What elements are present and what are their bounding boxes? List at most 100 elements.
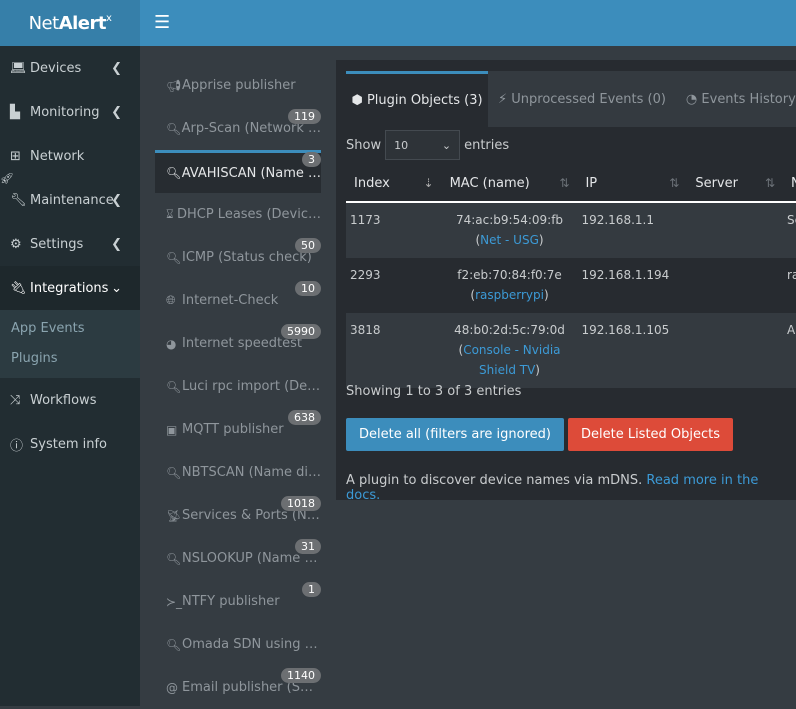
- chart-icon: ▙: [10, 104, 20, 120]
- plugin-item[interactable]: ▣ MQTT publisher: [155, 408, 321, 451]
- sort-icon: ⇅: [764, 176, 775, 190]
- plugin-item[interactable]: 🔍︎ Luci rpc import (De…: [155, 365, 321, 408]
- plugin-list: 📢︎ Apprise publisher 119 🔍︎ Arp-Scan (Networ…: [155, 64, 321, 709]
- sidebar-item-devices[interactable]: 💻︎ Devices ❮: [0, 46, 140, 90]
- plugin-label: Internet speedtest: [182, 336, 302, 351]
- search-icon: 🔍︎: [166, 637, 182, 652]
- sidebar-item-label: Network: [30, 148, 85, 164]
- mac-address: 74:ac:b9:54:09:fb: [455, 213, 564, 227]
- col-label: N: [791, 176, 796, 191]
- plugin-label: AVAHISCAN (Name …: [181, 165, 321, 181]
- sidebar-item-label: System info: [30, 436, 107, 452]
- search-icon: 🔍︎: [166, 379, 182, 394]
- plugin-item[interactable]: 🔍︎ Omada SDN using …: [155, 623, 321, 666]
- sidebar-item-integrations[interactable]: 🔌︎ Integrations ⌄: [0, 266, 140, 310]
- col-ip[interactable]: IP ⇅: [577, 166, 688, 203]
- chevron-left-icon: ❮: [111, 192, 122, 208]
- col-label: MAC (name): [449, 176, 530, 191]
- gear-icon: ⚙: [10, 236, 22, 252]
- clock-icon: ◔: [685, 91, 702, 107]
- cell-mac: 48:b0:2d:5c:79:0d (Console - Nvidia Shiel…: [441, 313, 578, 388]
- plugin-item[interactable]: 🔍︎ ICMP (Status check): [155, 236, 321, 279]
- rocket-icon[interactable]: 🚀︎: [0, 172, 14, 185]
- device-link[interactable]: raspberrypi: [475, 288, 544, 302]
- terminal-icon: ≻_: [166, 594, 183, 609]
- delete-all-button[interactable]: Delete all (filters are ignored): [346, 418, 564, 451]
- col-n[interactable]: N: [783, 166, 796, 203]
- tab-plugin-objects[interactable]: ⬢ Plugin Objects (3): [346, 71, 488, 127]
- table-row[interactable]: 2293 f2:eb:70:84:f0:7e (raspberrypi) 192.…: [346, 258, 796, 313]
- sidebar-item-maintenance[interactable]: 🔧︎ Maintenance ❮: [0, 178, 140, 222]
- plugin-count-badge: 50: [295, 238, 321, 253]
- table-row[interactable]: 1173 74:ac:b9:54:09:fb (Net - USG) 192.16…: [346, 202, 796, 258]
- sort-desc-icon: ⇣: [423, 176, 434, 190]
- plugin-panel: ⬢ Plugin Objects (3) ⚡︎ Unprocessed Even…: [336, 60, 796, 503]
- plugin-count-badge: 1: [302, 582, 321, 597]
- plugin-label: Email publisher (S…: [182, 680, 313, 695]
- plugin-item[interactable]: 📢︎ Apprise publisher: [155, 64, 321, 107]
- plugin-label: ICMP (Status check): [182, 250, 312, 265]
- delete-listed-button[interactable]: Delete Listed Objects: [567, 418, 734, 451]
- plugin-label: NSLOOKUP (Name …: [182, 551, 318, 566]
- plugin-item[interactable]: 🔍︎ NBTSCAN (Name di…: [155, 451, 321, 494]
- plugin-item[interactable]: ⌛︎ DHCP Leases (Devic…: [155, 193, 321, 236]
- plugin-item[interactable]: 📡︎ Services & Ports (N…: [155, 494, 321, 537]
- chevron-left-icon: ❮: [111, 236, 122, 252]
- col-label: Index: [354, 176, 390, 191]
- chevron-left-icon: ❮: [111, 60, 122, 76]
- tab-unprocessed-events[interactable]: ⚡︎ Unprocessed Events (0): [488, 71, 676, 127]
- tab-label: Plugin Objects (3): [366, 93, 483, 108]
- objects-table: Index ⇣ MAC (name) ⇅ IP ⇅ Server ⇅ N 1173 74…: [346, 166, 796, 388]
- page-size-select[interactable]: 10 ⌄: [385, 130, 461, 160]
- sidebar-item-monitoring[interactable]: ▙ Monitoring ❮: [0, 90, 140, 134]
- plugin-item[interactable]: 🔍︎ Arp-Scan (Network …: [155, 107, 321, 150]
- col-server[interactable]: Server ⇅: [687, 166, 783, 203]
- cell-server: [687, 258, 783, 313]
- cell-server: [687, 202, 783, 258]
- plugin-label: Omada SDN using …: [182, 637, 318, 652]
- plugin-item[interactable]: 🌐︎ Internet-Check: [155, 279, 321, 322]
- sidebar: 💻︎ Devices ❮ ▙ Monitoring ❮ ⊞ Network 🔧︎ Maint…: [0, 46, 140, 706]
- col-label: IP: [585, 176, 598, 191]
- col-index[interactable]: Index ⇣: [346, 166, 442, 203]
- table-row[interactable]: 3818 48:b0:2d:5c:79:0d (Console - Nvidia …: [346, 313, 796, 388]
- sidebar-item-system-info[interactable]: ⓘ System info: [0, 422, 140, 466]
- sidebar-item-network[interactable]: ⊞ Network: [0, 134, 140, 178]
- cube-icon: ⬢: [351, 93, 367, 108]
- plugin-item[interactable]: 🔍︎ NSLOOKUP (Name …: [155, 537, 321, 580]
- plugin-count-badge: 1018: [281, 496, 321, 511]
- logo-text: Net: [28, 12, 60, 34]
- plugin-item[interactable]: ◕ Internet speedtest: [155, 322, 321, 365]
- sidebar-item-settings[interactable]: ⚙ Settings ❮: [0, 222, 140, 266]
- plugin-item[interactable]: @ Email publisher (S…: [155, 666, 321, 709]
- hourglass-icon: ⌛︎: [166, 207, 174, 221]
- plugin-item[interactable]: ≻_ NTFY publisher: [155, 580, 321, 623]
- page-size-value: 10: [394, 138, 409, 152]
- submenu-plugins[interactable]: Plugins: [11, 351, 58, 366]
- plugin-label: NBTSCAN (Name di…: [181, 465, 321, 480]
- cell-index: 3818: [346, 313, 442, 388]
- plugin-label: Services & Ports (N…: [182, 508, 320, 523]
- tab-label: Unprocessed Events (0): [511, 91, 666, 107]
- docs-link[interactable]: Read more in the docs.: [346, 473, 759, 503]
- app-logo[interactable]: Net Alert x: [0, 0, 140, 46]
- page-length: Show 10 ⌄ entries: [346, 130, 509, 160]
- col-mac[interactable]: MAC (name) ⇅: [441, 166, 578, 203]
- plugin-count-badge: 3: [302, 152, 321, 167]
- plugin-count-badge: 10: [295, 281, 321, 296]
- device-link[interactable]: Console - Nvidia Shield TV: [463, 343, 561, 377]
- device-link[interactable]: Net - USG: [480, 233, 539, 247]
- info-icon: ⓘ: [10, 438, 24, 454]
- table-info: Showing 1 to 3 of 3 entries: [346, 384, 522, 399]
- hamburger-menu-icon[interactable]: ☰: [154, 12, 171, 33]
- show-label: Show: [346, 137, 382, 153]
- tab-label: Events History (6): [701, 91, 796, 107]
- submenu-app-events[interactable]: App Events: [11, 321, 85, 336]
- tab-events-history[interactable]: ◔ Events History (6): [676, 71, 796, 127]
- sidebar-item-workflows[interactable]: ⤨ Workflows: [0, 378, 140, 422]
- cell-mac: 74:ac:b9:54:09:fb (Net - USG): [441, 202, 578, 258]
- cell-index: 2293: [350, 268, 381, 282]
- plugin-item[interactable]: 🔍︎ AVAHISCAN (Name …: [155, 150, 321, 193]
- mac-address: 48:b0:2d:5c:79:0d: [454, 323, 565, 337]
- plugin-label: DHCP Leases (Devic…: [176, 207, 321, 222]
